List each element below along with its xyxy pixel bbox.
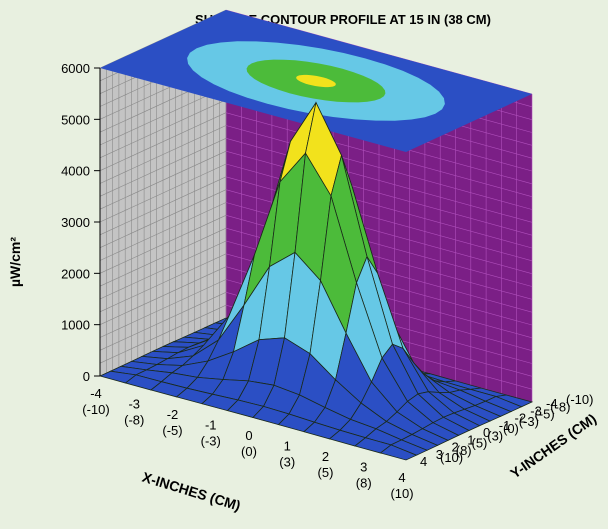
- z-tick-label: 5000: [61, 112, 90, 127]
- x-tick-cm: (-10): [82, 402, 109, 417]
- x-tick-cm: (5): [318, 465, 334, 480]
- surface-cell: [379, 444, 418, 461]
- x-tick-inches: 0: [245, 428, 252, 443]
- x-tick-cm: (0): [241, 444, 257, 459]
- x-tick-cm: (-5): [162, 423, 182, 438]
- y-tick-cm: (8): [456, 443, 472, 458]
- wall-gridline: [99, 292, 227, 351]
- x-tick-inches: 1: [284, 439, 291, 454]
- wall-gridline: [99, 304, 227, 364]
- wall-gridline: [99, 99, 227, 159]
- x-tick-inches: -1: [205, 418, 217, 433]
- x-tick-cm: (3): [279, 455, 295, 470]
- y-tick-label: 0 (0): [483, 421, 519, 440]
- x-tick-label: -4(-10): [82, 386, 109, 417]
- x-axis-title: X-INCHES (CM): [140, 469, 242, 514]
- y-tick-label: 4 (10): [420, 450, 463, 469]
- y-tick-inches: -1: [499, 418, 511, 433]
- y-tick-inches: 4: [420, 454, 427, 469]
- y-tick-label: -2 (-5): [515, 407, 555, 426]
- x-tick-inches: 2: [322, 449, 329, 464]
- top-contour-band: [296, 74, 336, 88]
- wall-gridline: [99, 138, 227, 197]
- x-tick-label: 0(0): [241, 428, 257, 459]
- y-tick-label: -3 (-8): [530, 399, 570, 418]
- y-tick-label: -4 (-10): [546, 392, 593, 411]
- y-tick-cm: (10): [440, 450, 463, 465]
- wall-gridline: [225, 125, 533, 210]
- y-tick-inches: -2: [515, 411, 527, 426]
- wall-gridline: [225, 138, 533, 223]
- z-tick-label: 1000: [61, 318, 90, 333]
- x-tick-inches: 3: [360, 460, 367, 475]
- x-tick-label: 3(8): [356, 460, 372, 491]
- wall-gridline: [99, 189, 227, 248]
- x-tick-inches: 4: [398, 470, 405, 485]
- x-tick-label: -2(-5): [162, 407, 182, 438]
- z-tick-label: 3000: [61, 215, 90, 230]
- x-tick-label: 4(10): [390, 470, 413, 501]
- y-tick-inches: 1: [467, 432, 474, 447]
- y-tick-inches: 3: [436, 447, 443, 462]
- wall-gridline: [99, 150, 227, 210]
- y-tick-label: 1 (3): [467, 428, 503, 447]
- y-tick-cm: (5): [472, 436, 488, 451]
- y-tick-inches: -3: [530, 403, 542, 418]
- x-tick-inches: -4: [90, 386, 102, 401]
- wall-gridline: [99, 112, 227, 171]
- y-tick-label: -1 (-3): [499, 414, 539, 433]
- wall-gridline: [99, 125, 227, 184]
- wall-gridline: [99, 215, 227, 274]
- wall-gridline: [99, 253, 227, 313]
- y-tick-cm: (-5): [535, 407, 555, 422]
- wall-gridline: [99, 163, 227, 223]
- x-tick-label: 1(3): [279, 439, 295, 470]
- wall-gridline: [225, 150, 533, 236]
- x-tick-label: 2(5): [318, 449, 334, 480]
- x-tick-inches: -3: [128, 397, 140, 412]
- x-tick-label: -3(-8): [124, 397, 144, 428]
- x-tick-inches: -2: [167, 407, 179, 422]
- x-tick-cm: (-3): [201, 434, 221, 449]
- wall-gridline: [99, 176, 227, 236]
- y-tick-inches: 2: [452, 440, 459, 455]
- wall-gridline: [99, 227, 227, 287]
- y-tick-inches: -4: [546, 396, 558, 411]
- x-tick-label: -1(-3): [201, 418, 221, 449]
- wall-gridline: [99, 266, 227, 325]
- y-tick-cm: (-8): [550, 399, 570, 414]
- x-tick-cm: (10): [390, 486, 413, 501]
- z-tick-label: 2000: [61, 266, 90, 281]
- z-tick-label: 6000: [61, 61, 90, 76]
- y-tick-cm: (0): [503, 421, 519, 436]
- wall-gridline: [225, 112, 533, 197]
- x-tick-cm: (-8): [124, 413, 144, 428]
- wall-gridline: [99, 240, 227, 300]
- y-tick-cm: (3): [487, 428, 503, 443]
- wall-gridline: [99, 279, 227, 338]
- z-tick-label: 4000: [61, 164, 90, 179]
- y-tick-label: 3 (8): [436, 443, 472, 462]
- z-tick-label: 0: [83, 369, 90, 384]
- wall-gridline: [99, 202, 227, 261]
- y-tick-cm: (-10): [566, 392, 593, 407]
- y-tick-label: 2 (5): [452, 436, 488, 455]
- y-tick-inches: 0: [483, 425, 490, 440]
- x-tick-cm: (8): [356, 476, 372, 491]
- y-tick-cm: (-3): [519, 414, 539, 429]
- wall-gridline: [225, 163, 533, 249]
- z-axis-title: µW/cm²: [7, 237, 23, 287]
